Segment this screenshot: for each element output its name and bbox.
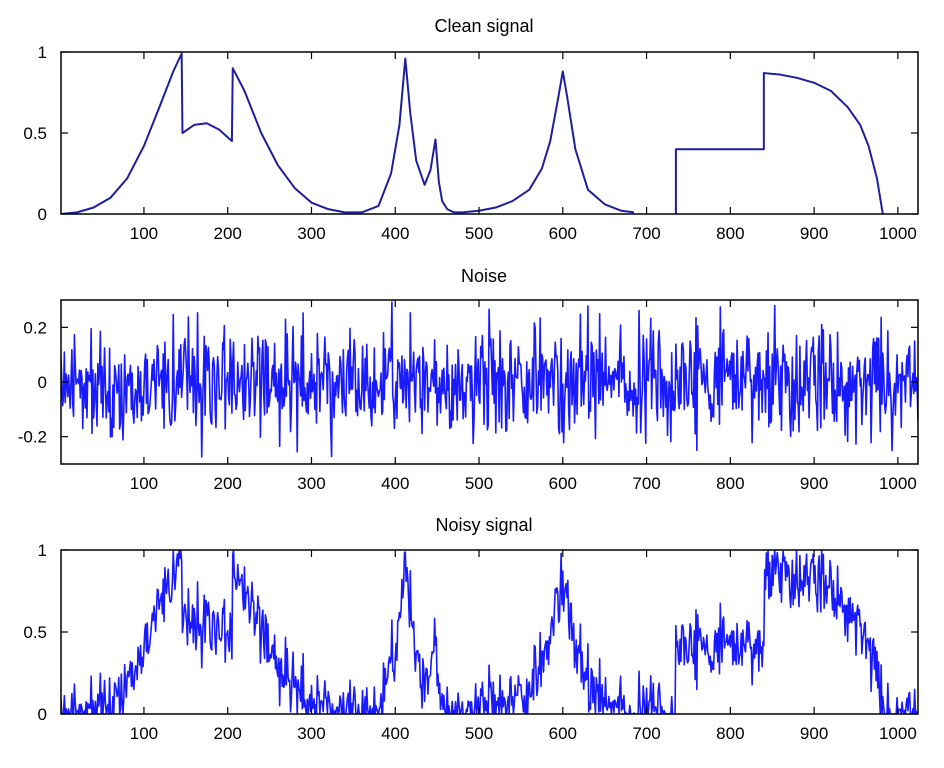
x-tick-label: 1000 — [879, 224, 917, 243]
x-tick-label: 800 — [716, 224, 744, 243]
x-tick-label: 500 — [465, 724, 493, 743]
y-tick-label: -0.2 — [18, 428, 47, 447]
y-tick-label: 0.5 — [23, 124, 47, 143]
x-tick-label: 1000 — [879, 474, 917, 493]
x-tick-label: 400 — [381, 724, 409, 743]
x-tick-label: 1000 — [879, 724, 917, 743]
y-tick-label: 0 — [38, 373, 47, 392]
x-tick-label: 600 — [549, 724, 577, 743]
y-tick-label: 1 — [38, 43, 47, 62]
x-tick-label: 300 — [297, 474, 325, 493]
x-tick-label: 700 — [632, 724, 660, 743]
y-tick-label: 1 — [38, 541, 47, 560]
x-tick-label: 900 — [800, 474, 828, 493]
x-tick-label: 300 — [297, 724, 325, 743]
x-tick-label: 400 — [381, 224, 409, 243]
x-tick-label: 200 — [214, 224, 242, 243]
x-tick-label: 500 — [465, 474, 493, 493]
y-tick-label: 0.5 — [23, 623, 47, 642]
chart-clean-signal: Clean signal 100 200 300 400 500 600 700 800 900… — [23, 16, 919, 243]
x-tick-label: 600 — [549, 474, 577, 493]
chart-noise: Noise 100 200 300 400 500 600 700 800 900 1000 -0.… — [18, 266, 919, 493]
data-line — [61, 52, 635, 214]
x-tick-label: 800 — [716, 724, 744, 743]
x-tick-label: 200 — [214, 474, 242, 493]
x-tick-label: 700 — [632, 224, 660, 243]
chart-title: Noise — [461, 266, 507, 286]
y-tick-label: 0.2 — [23, 318, 47, 337]
data-line — [674, 72, 884, 214]
x-tick-label: 400 — [381, 474, 409, 493]
x-tick-label: 600 — [549, 224, 577, 243]
x-tick-label: 300 — [297, 224, 325, 243]
x-tick-label: 900 — [800, 224, 828, 243]
data-line — [61, 550, 918, 714]
chart-noisy-signal: Noisy signal 100 200 300 400 500 600 700 800 900… — [23, 515, 919, 743]
y-tick-label: 0 — [38, 205, 47, 224]
x-tick-label: 700 — [632, 474, 660, 493]
data-line — [61, 301, 918, 458]
x-tick-label: 100 — [130, 474, 158, 493]
chart-title: Clean signal — [434, 16, 533, 36]
y-tick-label: 0 — [38, 705, 47, 724]
x-tick-label: 100 — [130, 724, 158, 743]
x-tick-label: 100 — [130, 224, 158, 243]
x-tick-label: 900 — [800, 724, 828, 743]
x-tick-label: 200 — [214, 724, 242, 743]
x-tick-label: 500 — [465, 224, 493, 243]
x-tick-label: 800 — [716, 474, 744, 493]
chart-title: Noisy signal — [435, 515, 532, 535]
